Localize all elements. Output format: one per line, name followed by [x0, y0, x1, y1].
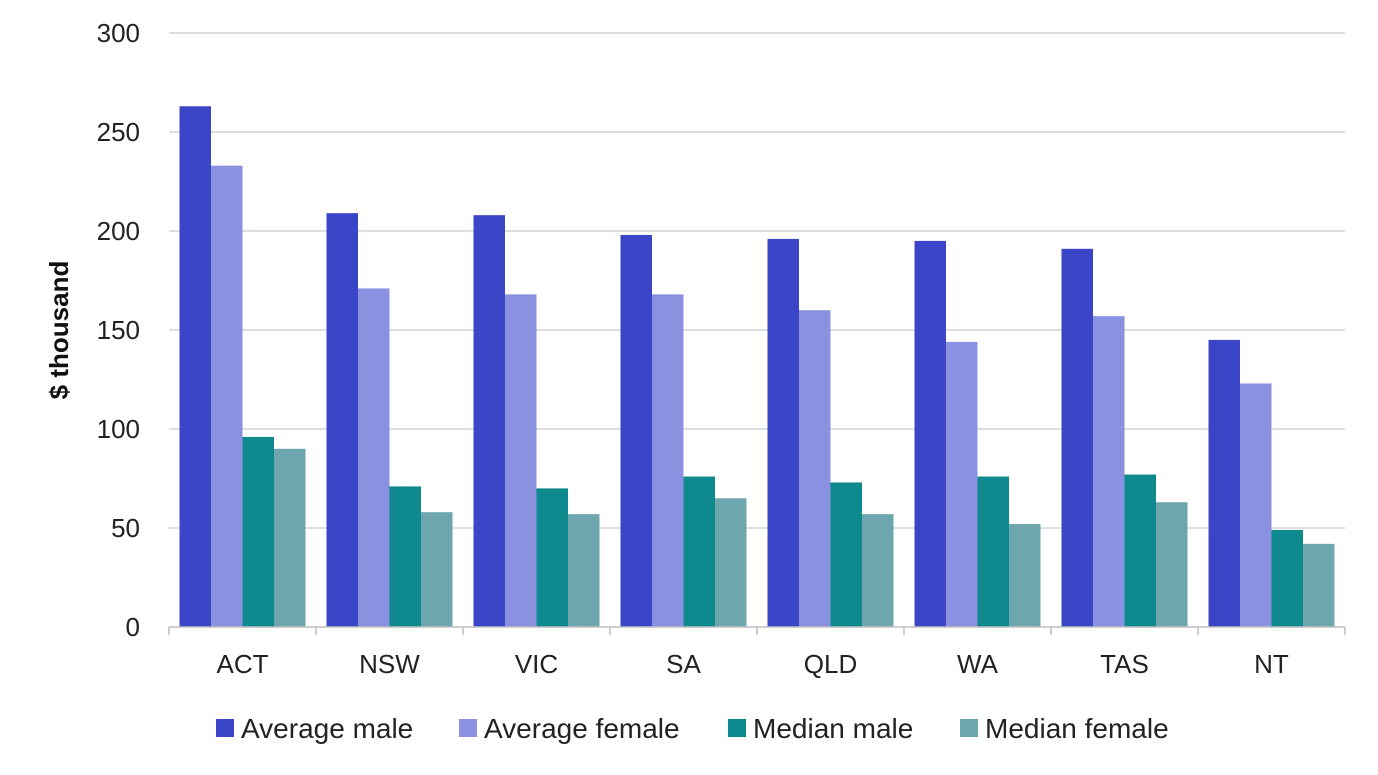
- legend-swatch: [216, 719, 234, 737]
- x-tick-label: TAS: [1100, 649, 1149, 679]
- bar-average-male-tas: [1061, 248, 1093, 627]
- bar-average-female-nt: [1240, 383, 1272, 627]
- legend-swatch: [960, 719, 978, 737]
- y-tick-label: 50: [111, 513, 140, 543]
- bar-median-female-wa: [1009, 524, 1041, 627]
- bar-average-female-vic: [505, 294, 537, 627]
- bar-median-female-vic: [568, 514, 600, 627]
- bar-average-female-sa: [652, 294, 684, 627]
- bars: [179, 106, 1335, 628]
- legend-label: Median male: [753, 713, 913, 744]
- bar-median-male-act: [242, 436, 274, 627]
- legend-label: Median female: [985, 713, 1169, 744]
- bar-average-male-nt: [1208, 339, 1240, 627]
- legend: Average male Average female Median male Med…: [216, 713, 1169, 744]
- bar-median-male-qld: [830, 482, 862, 627]
- bar-median-male-nt: [1271, 529, 1303, 627]
- x-tick-label: NT: [1254, 649, 1289, 679]
- y-axis-title: $ thousand: [44, 261, 74, 400]
- bar-average-female-nsw: [358, 288, 390, 627]
- bar-average-male-act: [179, 106, 211, 627]
- x-tick-label: QLD: [804, 649, 857, 679]
- bar-median-female-nt: [1303, 543, 1335, 627]
- bar-median-female-sa: [715, 498, 747, 627]
- x-tick-label: NSW: [359, 649, 420, 679]
- y-tick-label: 200: [97, 216, 140, 246]
- bar-average-female-qld: [799, 310, 831, 627]
- bar-average-male-vic: [473, 215, 505, 627]
- bar-average-female-wa: [946, 341, 978, 627]
- bar-median-male-nsw: [389, 486, 421, 627]
- y-tick-label: 150: [97, 315, 140, 345]
- x-axis: [168, 626, 1346, 635]
- y-tick-label: 250: [97, 117, 140, 147]
- bar-median-male-sa: [683, 476, 715, 627]
- legend-label: Average female: [484, 713, 680, 744]
- y-axis-ticks: 0 50 100 150 200 250 300: [97, 18, 140, 642]
- y-tick-label: 0: [126, 612, 140, 642]
- x-tick-label: WA: [957, 649, 999, 679]
- bar-median-female-tas: [1156, 502, 1188, 627]
- bar-average-male-nsw: [326, 213, 358, 627]
- bar-median-male-vic: [536, 488, 568, 627]
- bar-median-male-wa: [977, 476, 1009, 627]
- legend-label: Average male: [241, 713, 413, 744]
- bar-median-female-nsw: [421, 512, 453, 627]
- bar-average-female-tas: [1093, 316, 1125, 627]
- x-tick-label: SA: [666, 649, 701, 679]
- y-tick-label: 100: [97, 414, 140, 444]
- bar-average-male-qld: [767, 238, 799, 628]
- bar-median-male-tas: [1124, 474, 1156, 627]
- legend-swatch: [459, 719, 477, 737]
- y-tick-label: 300: [97, 18, 140, 48]
- bar-average-female-act: [211, 165, 243, 627]
- bar-average-male-sa: [620, 234, 652, 627]
- x-tick-label: VIC: [515, 649, 558, 679]
- bar-median-female-qld: [862, 514, 894, 627]
- x-tick-label: ACT: [217, 649, 269, 679]
- x-axis-ticks: ACT NSW VIC SA QLD WA TAS NT: [217, 649, 1289, 679]
- bar-average-male-wa: [914, 240, 946, 627]
- legend-swatch: [728, 719, 746, 737]
- bar-median-female-act: [274, 448, 306, 627]
